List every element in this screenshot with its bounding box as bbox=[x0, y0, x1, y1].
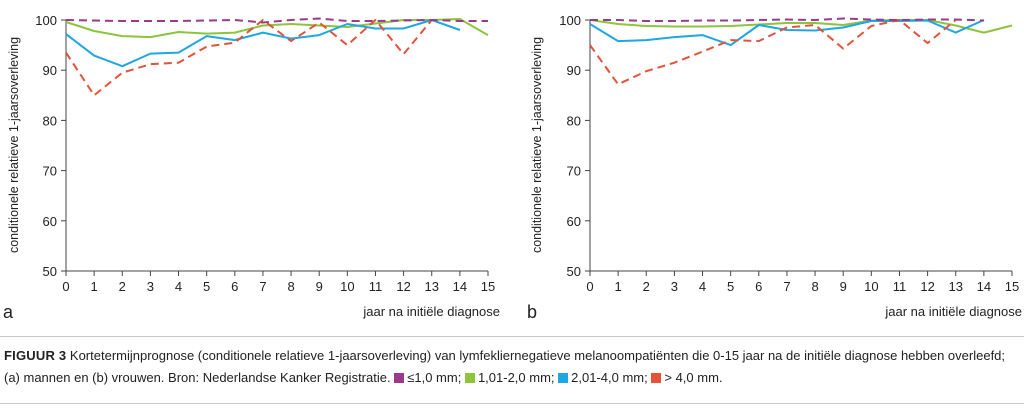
x-tick-label: 0 bbox=[62, 279, 69, 294]
x-tick-label: 15 bbox=[1005, 279, 1019, 294]
figure-caption: FIGUUR 3 Kortetermijnprognose (condition… bbox=[4, 345, 1020, 389]
y-tick-label: 80 bbox=[43, 113, 57, 128]
x-tick-label: 2 bbox=[119, 279, 126, 294]
x-tick-label: 7 bbox=[783, 279, 790, 294]
legend-swatch-1to2 bbox=[464, 373, 475, 383]
x-tick-label: 9 bbox=[840, 279, 847, 294]
y-tick-label: 50 bbox=[43, 264, 57, 279]
x-tick-label: 2 bbox=[643, 279, 650, 294]
series-line-gt4 bbox=[589, 19, 957, 86]
caption-text: Kortetermijnprognose (conditionele relat… bbox=[4, 348, 1006, 385]
x-tick-label: 6 bbox=[755, 279, 762, 294]
series-line-le1 bbox=[65, 17, 488, 24]
series-line-c1to2 bbox=[589, 19, 1013, 34]
y-tick-label: 90 bbox=[567, 63, 581, 78]
caption-bottom-rule bbox=[0, 403, 1024, 404]
y-tick-label: 100 bbox=[35, 13, 57, 28]
y-tick-label: 100 bbox=[559, 13, 581, 28]
panel-label: a bbox=[3, 302, 14, 322]
x-tick-label: 11 bbox=[893, 279, 907, 294]
x-tick-label: 13 bbox=[424, 279, 438, 294]
panel-label: b bbox=[527, 302, 537, 322]
x-tick-label: 9 bbox=[316, 279, 323, 294]
x-tick-label: 8 bbox=[287, 279, 294, 294]
x-tick-label: 3 bbox=[147, 279, 154, 294]
series-line-le1 bbox=[590, 17, 984, 22]
x-tick-label: 12 bbox=[396, 279, 410, 294]
x-tick-label: 4 bbox=[699, 279, 706, 294]
legend-item-le1: ≤1,0 mm; bbox=[394, 370, 461, 385]
caption-legend: ≤1,0 mm; 1,01-2,0 mm; 2,01-4,0 mm; > 4,0… bbox=[394, 370, 723, 385]
caption-top-rule bbox=[0, 336, 1024, 337]
y-tick-label: 70 bbox=[43, 164, 57, 179]
x-tick-label: 15 bbox=[481, 279, 495, 294]
x-tick-label: 1 bbox=[91, 279, 98, 294]
legend-swatch-2to4 bbox=[558, 373, 569, 383]
y-tick-label: 70 bbox=[567, 164, 581, 179]
x-tick-label: 10 bbox=[340, 279, 354, 294]
x-tick-label: 1 bbox=[615, 279, 622, 294]
x-tick-label: 0 bbox=[586, 279, 593, 294]
legend-item-2to4: 2,01-4,0 mm; bbox=[558, 370, 648, 385]
x-tick-label: 11 bbox=[369, 279, 383, 294]
x-tick-label: 6 bbox=[231, 279, 238, 294]
x-tick-label: 10 bbox=[864, 279, 878, 294]
legend-item-gt4: > 4,0 mm. bbox=[651, 370, 723, 385]
x-tick-label: 12 bbox=[920, 279, 934, 294]
series-line-c2to4 bbox=[65, 19, 461, 68]
x-tick-label: 5 bbox=[727, 279, 734, 294]
legend-swatch-le1 bbox=[394, 373, 405, 383]
series-line-gt4 bbox=[65, 19, 433, 97]
caption-label: FIGUUR 3 bbox=[4, 348, 67, 363]
y-tick-label: 50 bbox=[567, 264, 581, 279]
y-tick-label: 60 bbox=[43, 214, 57, 229]
y-tick-label: 60 bbox=[567, 214, 581, 229]
x-tick-label: 14 bbox=[977, 279, 991, 294]
x-tick-label: 14 bbox=[453, 279, 467, 294]
x-axis-label: jaar na initiële diagnose bbox=[884, 304, 1022, 319]
x-axis-label: jaar na initiële diagnose bbox=[362, 304, 500, 319]
y-axis-label: conditionele relatieve 1-jaarsoverleving bbox=[530, 37, 544, 253]
x-tick-label: 8 bbox=[811, 279, 818, 294]
x-tick-label: 7 bbox=[259, 279, 266, 294]
y-tick-label: 80 bbox=[567, 113, 581, 128]
y-tick-label: 90 bbox=[43, 63, 57, 78]
legend-swatch-gt4 bbox=[651, 373, 662, 383]
x-tick-label: 13 bbox=[948, 279, 962, 294]
y-axis-label: conditionele relatieve 1-jaarsoverleving bbox=[7, 37, 21, 253]
x-tick-label: 4 bbox=[175, 279, 182, 294]
legend-item-1to2: 1,01-2,0 mm; bbox=[464, 370, 555, 385]
x-tick-label: 3 bbox=[671, 279, 678, 294]
x-tick-label: 5 bbox=[203, 279, 210, 294]
